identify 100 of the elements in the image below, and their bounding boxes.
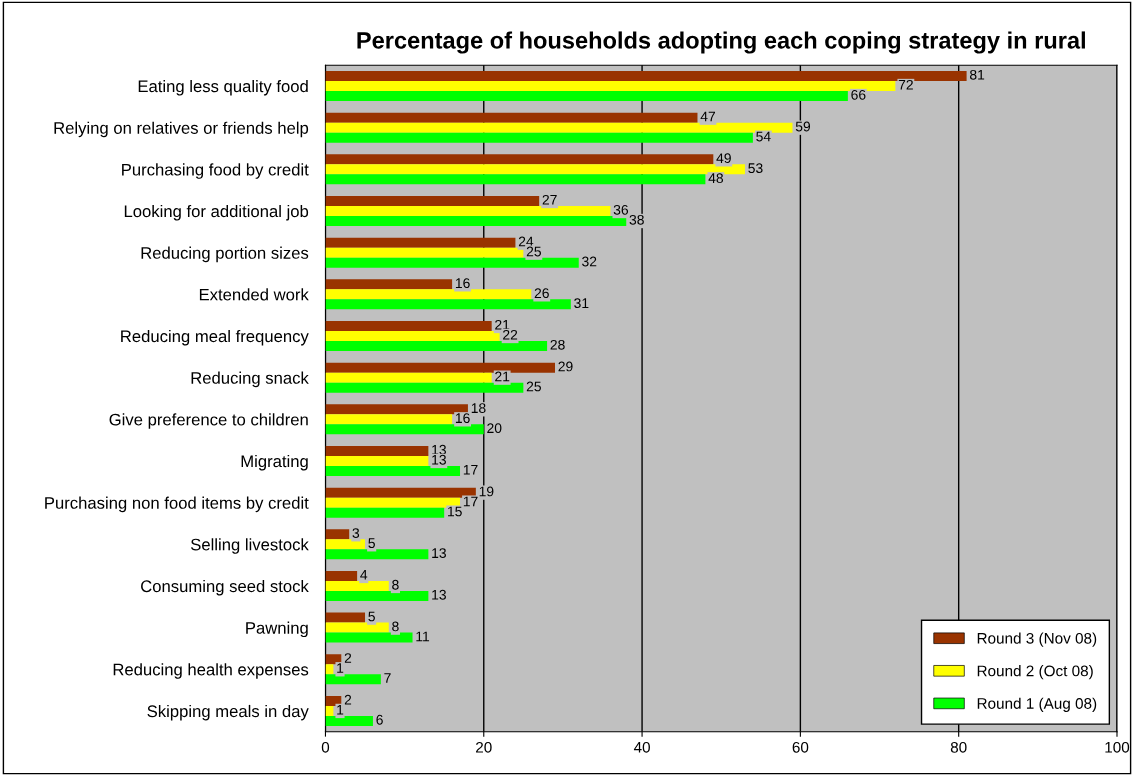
y-tick-label: Skipping meals in day [147, 704, 309, 721]
data-label: 4 [360, 569, 368, 580]
data-label: 21 [495, 371, 510, 382]
legend-label: Round 1 (Aug 08) [977, 697, 1097, 712]
y-tick-label: Looking for additional job [124, 204, 309, 221]
bar [325, 216, 627, 226]
x-tick-label: 40 [633, 741, 650, 753]
bar [325, 132, 753, 143]
data-label: 20 [487, 423, 502, 434]
data-label: 26 [534, 288, 549, 299]
bar [325, 257, 579, 268]
bar [325, 424, 484, 435]
x-tick-label: 80 [950, 741, 967, 753]
data-label: 5 [368, 538, 375, 549]
x-tick-label: 60 [792, 741, 809, 753]
data-label: 66 [851, 89, 866, 100]
data-label: 59 [795, 121, 811, 132]
data-label: 27 [542, 194, 557, 205]
y-tick-label: Reducing health expenses [113, 663, 309, 679]
bar [325, 154, 714, 165]
bar [325, 164, 745, 175]
bar [325, 81, 896, 92]
bar [325, 320, 492, 331]
bar [325, 539, 366, 550]
data-label: 24 [518, 236, 534, 247]
data-label: 16 [455, 413, 470, 424]
bar [325, 372, 492, 383]
bar [325, 362, 555, 373]
bar [325, 122, 793, 133]
data-label: 1 [337, 663, 344, 673]
data-label: 47 [700, 111, 716, 122]
legend-label: Round 2 (Oct 08) [977, 665, 1093, 680]
data-label: 28 [550, 339, 565, 350]
bar [325, 247, 524, 258]
legend-label: Round 3 (Nov 08) [977, 632, 1097, 647]
x-tick-label: 100 [1105, 741, 1130, 753]
bar [325, 632, 413, 643]
bar [325, 529, 350, 540]
bar [325, 549, 429, 560]
y-tick-label: Purchasing food by credit [122, 163, 309, 179]
y-tick-label: Pawning [246, 621, 308, 638]
data-label: 13 [432, 589, 446, 600]
data-label: 2 [344, 653, 352, 663]
data-label: 48 [708, 173, 724, 184]
data-label: 11 [416, 631, 430, 642]
data-label: 15 [448, 506, 462, 517]
data-label: 53 [748, 163, 763, 174]
bar [325, 414, 453, 425]
data-label: 25 [526, 381, 541, 392]
chart-title: Percentage of households adopting each coping strategy in rural [357, 31, 1085, 54]
bar [325, 570, 358, 581]
bar [325, 279, 453, 290]
data-label: 18 [471, 403, 486, 414]
bar [325, 237, 516, 248]
bar [325, 299, 571, 310]
data-label: 25 [526, 246, 541, 257]
y-tick-label: Migrating [241, 454, 308, 471]
y-tick-label: Give preference to children [109, 413, 308, 429]
data-label: 38 [629, 214, 644, 225]
data-label: 17 [463, 465, 478, 475]
bar [325, 612, 366, 623]
bar [325, 497, 461, 508]
data-label: 7 [384, 673, 391, 683]
data-label: 31 [574, 298, 589, 309]
bar [325, 487, 476, 498]
data-label: 1 [337, 704, 344, 715]
bar [325, 196, 540, 206]
y-tick-label: Consuming seed stock [141, 579, 309, 596]
x-tick-label: 0 [321, 741, 330, 753]
bar [325, 507, 445, 518]
data-label: 13 [432, 454, 446, 465]
y-tick-label: Reducing meal frequency [121, 329, 309, 346]
x-tick-label: 20 [476, 741, 492, 753]
data-label: 16 [455, 278, 470, 289]
y-tick-label: Relying on relatives or friends help [54, 121, 309, 138]
data-label: 5 [368, 611, 375, 622]
bar [325, 289, 532, 300]
data-label: 3 [352, 528, 360, 539]
y-tick-label: Reducing snack [191, 371, 309, 388]
bar [325, 206, 611, 216]
bar [325, 715, 373, 726]
data-label: 32 [582, 256, 597, 267]
bar [325, 112, 698, 123]
data-label: 22 [503, 329, 518, 340]
data-label: 13 [432, 548, 446, 559]
bar [325, 622, 389, 633]
bar [325, 91, 848, 102]
bar [325, 174, 706, 185]
data-label: 2 [344, 694, 352, 705]
data-label: 8 [392, 621, 399, 632]
y-tick-label: Extended work [199, 288, 309, 301]
y-tick-label: Purchasing non food items by credit [45, 496, 309, 513]
data-label: 54 [756, 131, 771, 142]
bar [325, 404, 468, 415]
data-label: 72 [898, 79, 913, 90]
data-label: 81 [969, 69, 985, 80]
data-label: 8 [392, 579, 399, 590]
data-label: 19 [479, 486, 494, 497]
y-tick-label: Eating less quality food [138, 79, 308, 96]
bar [325, 580, 389, 591]
